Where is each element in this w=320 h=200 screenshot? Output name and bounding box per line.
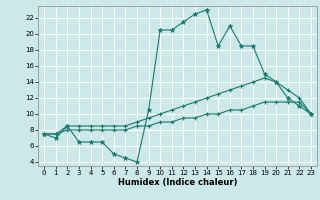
X-axis label: Humidex (Indice chaleur): Humidex (Indice chaleur) xyxy=(118,178,237,187)
